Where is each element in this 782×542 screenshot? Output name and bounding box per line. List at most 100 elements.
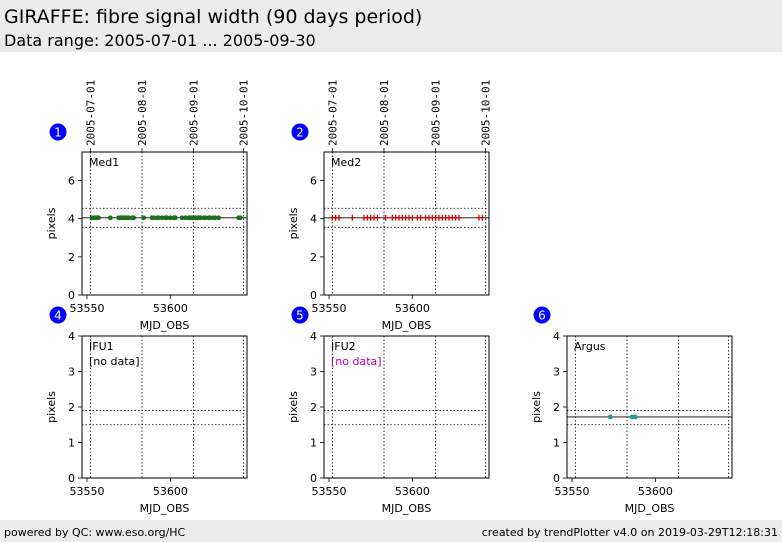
x-axis-label: MJD_OBS [625, 502, 675, 515]
x-axis-label: MJD_OBS [140, 319, 190, 332]
data-point [212, 215, 218, 221]
data-point [156, 215, 162, 221]
y-tick-label: 0 [553, 472, 560, 485]
footer-powered-by: powered by QC: www.eso.org/HC [4, 526, 186, 539]
panel-number-label: 6 [538, 309, 546, 323]
y-axis-label: pixels [287, 391, 300, 423]
data-point [629, 414, 635, 420]
y-tick-label: 2 [310, 251, 317, 264]
data-point [189, 215, 195, 221]
panel-number-badge [291, 306, 309, 324]
x-tick-label: 53550 [70, 302, 105, 315]
y-tick-label: 0 [68, 289, 75, 302]
data-point [375, 214, 380, 221]
y-tick-label: 1 [553, 437, 560, 450]
data-point [350, 214, 355, 221]
data-point [167, 215, 173, 221]
data-point [410, 214, 415, 221]
date-tick-label: 2005-07-01 [326, 80, 339, 146]
x-tick-label: 53550 [312, 485, 347, 498]
y-axis-label: pixels [530, 391, 543, 423]
no-data-label: [no data] [89, 355, 140, 368]
y-tick-label: 3 [68, 366, 75, 379]
panel-med1: 1 2005-07-01 2005-08-01 2005-09-01 2005-10-0… [45, 80, 251, 332]
data-point [607, 414, 613, 420]
x-axis-label: MJD_OBS [140, 502, 190, 515]
y-tick-label: 4 [310, 213, 317, 226]
y-tick-label: 2 [310, 401, 317, 414]
x-axis-label: MJD_OBS [382, 502, 432, 515]
data-point [456, 214, 462, 221]
date-tick-label: 2005-07-01 [84, 80, 97, 146]
y-tick-label: 0 [310, 472, 317, 485]
page-title: GIRAFFE: fibre signal width (90 days per… [4, 6, 423, 28]
date-tick-label: 2005-08-01 [136, 80, 149, 146]
x-tick-label: 53550 [70, 485, 105, 498]
panel-number-badge [49, 306, 67, 324]
y-tick-label: 3 [310, 366, 317, 379]
plot-frame [323, 151, 490, 296]
panel-label: IFU2 [331, 340, 356, 353]
footer-bar: powered by QC: www.eso.org/HC created by… [0, 520, 782, 542]
panel-label: IFU1 [89, 340, 114, 353]
data-range-subtitle: Data range: 2005-07-01 ... 2005-09-30 [4, 31, 316, 50]
data-point [141, 215, 147, 221]
x-tick-label: 53550 [312, 302, 347, 315]
panel-number-label: 4 [54, 309, 62, 323]
panel-number-badge [533, 306, 551, 324]
panel-ifu2: 5 0 1 2 3 4 53550 53600 MJD_OBS pixels IFU2 [no dat… [287, 306, 490, 515]
x-tick-label: 53600 [395, 485, 430, 498]
y-tick-label: 2 [68, 401, 75, 414]
data-point [179, 215, 185, 221]
y-tick-label: 1 [310, 437, 317, 450]
y-tick-label: 2 [553, 401, 560, 414]
data-point [126, 215, 132, 221]
panel-label: Med1 [89, 156, 119, 169]
panel-number-badge [291, 123, 309, 141]
data-point [480, 214, 485, 221]
date-tick-label: 2005-10-01 [238, 80, 251, 146]
panel-label: Med2 [331, 156, 361, 169]
data-point [172, 215, 178, 221]
y-tick-label: 6 [68, 175, 75, 188]
panel-number-label: 5 [296, 309, 304, 323]
y-tick-label: 4 [310, 330, 317, 343]
x-tick-label: 53600 [395, 302, 430, 315]
data-point [207, 215, 213, 221]
data-point [336, 214, 342, 221]
y-tick-label: 4 [68, 213, 75, 226]
data-point [202, 215, 208, 221]
plot-frame [81, 151, 248, 296]
data-point [159, 215, 165, 221]
panel-number-label: 1 [54, 126, 62, 140]
footer-created-by: created by trendPlotter v4.0 on 2019-03-… [481, 526, 778, 539]
y-axis-label: pixels [45, 391, 58, 423]
data-point [216, 215, 222, 221]
x-tick-label: 53600 [153, 485, 188, 498]
y-axis-label: pixels [45, 207, 58, 239]
data-point [107, 215, 113, 221]
header-bar: GIRAFFE: fibre signal width (90 days per… [0, 0, 782, 52]
x-tick-label: 53600 [153, 302, 188, 315]
date-tick-label: 2005-10-01 [480, 80, 493, 146]
panel-argus: 6 0 1 2 3 4 53550 53600 MJD_OBS pixels Argus [530, 306, 733, 515]
y-axis-label: pixels [287, 207, 300, 239]
panel-number-label: 2 [296, 126, 304, 140]
date-tick-label: 2005-09-01 [188, 80, 201, 146]
data-point [197, 215, 203, 221]
plot-frame [566, 335, 733, 479]
no-data-label: [no data] [331, 355, 382, 368]
panel-med2: 2 2005-07-01 2005-08-01 2005-09-01 2005-10-0… [287, 80, 493, 332]
data-point [96, 215, 102, 221]
data-point [131, 215, 137, 221]
data-point [182, 215, 188, 221]
y-tick-label: 0 [310, 289, 317, 302]
y-tick-label: 4 [553, 330, 560, 343]
data-point [383, 214, 388, 221]
y-tick-label: 0 [68, 472, 75, 485]
data-point [632, 414, 638, 420]
date-tick-label: 2005-08-01 [378, 80, 391, 146]
data-point [164, 215, 170, 221]
